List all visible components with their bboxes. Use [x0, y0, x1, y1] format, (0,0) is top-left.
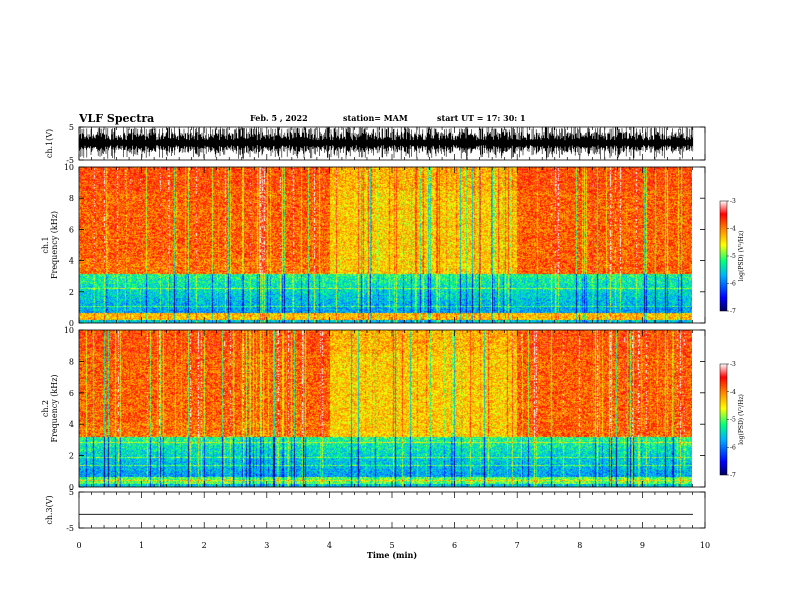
- colorbar-ch1-label: log(PSD) (V²/Hz): [738, 231, 745, 282]
- colorbar-ch2-tick-label: -5: [730, 417, 736, 424]
- spectrogram-ch2-panel: [79, 330, 692, 487]
- ch1-wave-ylabel: ch.1(V): [45, 129, 54, 158]
- ch1-spec-tick-label: 10: [64, 163, 74, 172]
- x-tick-label: 2: [202, 541, 207, 550]
- x-tick-label: 6: [452, 541, 457, 550]
- x-tick-label: 3: [264, 541, 269, 550]
- spectrogram-image: [79, 167, 692, 323]
- ch1-spec-tick-label: 8: [69, 194, 74, 203]
- x-tick-label: 7: [515, 541, 520, 550]
- ch2-spec-tick-label: 0: [69, 483, 74, 492]
- colorbar-ch2-tick-label: -6: [730, 444, 736, 451]
- ch1-wave-tick-label: -5: [66, 156, 74, 165]
- ch1-spec-ylabel-line1: ch.1: [41, 236, 50, 253]
- x-tick-label: 5: [389, 541, 394, 550]
- colorbar-ch1-tick-label: -5: [730, 253, 736, 260]
- colorbar-ch1-bar: [719, 200, 728, 312]
- colorbar-ch1-tick-label: -3: [730, 198, 736, 205]
- ch2-spec-ylabel-line1: ch.2: [41, 400, 50, 417]
- ch2-spec-tick-label: 6: [69, 389, 74, 398]
- spectrogram-image: [79, 330, 692, 487]
- chart-title: VLF Spectra: [79, 112, 155, 125]
- colorbar-ch2-bar: [719, 363, 728, 476]
- colorbar-ch2-tick-label: -3: [730, 361, 736, 368]
- x-tick-label: 4: [327, 541, 332, 550]
- colorbar-ch1-tick-label: -6: [730, 281, 736, 288]
- ch2-spec-tick-label: 2: [69, 452, 74, 461]
- x-tick-label: 0: [76, 541, 81, 550]
- spectrogram-ch1-panel: [79, 167, 692, 323]
- start-time-label: start UT = 17: 30: 1: [437, 113, 526, 123]
- colorbar-ch2-tick-label: -7: [730, 472, 736, 479]
- waveform-ch1-trace: [78, 127, 694, 160]
- colorbar-ch2-label: log(PSD) (V²/Hz): [738, 394, 745, 445]
- colorbar-ch2-tick-label: -4: [730, 389, 736, 396]
- x-tick-label: 1: [139, 541, 144, 550]
- ch3-wave-tick-label: 5: [69, 488, 74, 497]
- ch2-spec-tick-label: 10: [64, 326, 74, 335]
- colorbars-layer: -3 -4 -5 -6 -7 log(PSD) (V²/Hz) -3 -4 -5 -6 -7 log(…: [719, 198, 745, 479]
- colorbar-ch1-tick-label: -7: [730, 308, 736, 315]
- ch2-spec-tick-label: 8: [69, 357, 74, 366]
- ch3-wave-tick-label: -5: [66, 524, 74, 533]
- x-tick-label: 9: [640, 541, 645, 550]
- station-label: station= MAM: [343, 113, 408, 123]
- x-tick-label: 8: [577, 541, 582, 550]
- ch1-spec-tick-label: 0: [69, 319, 74, 328]
- ch3-wave-ylabel: ch.3(V): [45, 495, 54, 524]
- colorbar-ch1-tick-label: -4: [730, 226, 736, 233]
- ch1-spec-tick-label: 6: [69, 225, 74, 234]
- ch1-wave-tick-label: 5: [69, 123, 74, 132]
- ch1-spec-tick-label: 4: [69, 257, 74, 266]
- ch2-spec-tick-label: 4: [69, 420, 74, 429]
- ch2-spec-ylabel-line2: Frequency (kHz): [50, 374, 59, 442]
- x-tick-label: 10: [700, 541, 710, 550]
- ch1-spec-tick-label: 2: [69, 288, 74, 297]
- x-axis-label: Time (min): [367, 550, 417, 560]
- date-label: Feb. 5 , 2022: [250, 113, 308, 123]
- ch1-spec-ylabel-line2: Frequency (kHz): [50, 211, 59, 279]
